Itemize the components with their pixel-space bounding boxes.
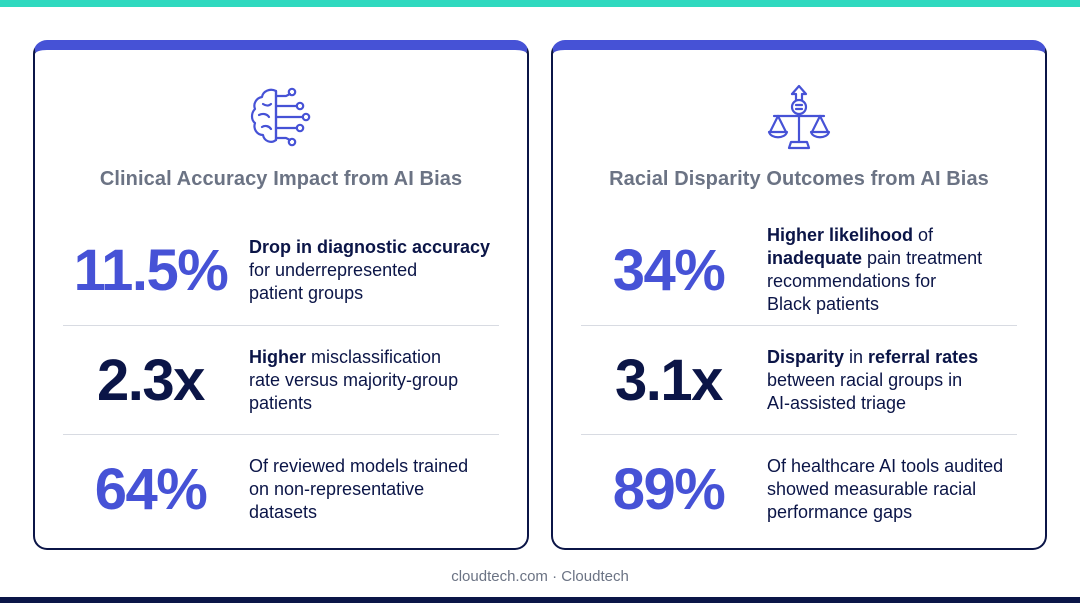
brain-circuit-icon [246,82,316,154]
stat-description: Higher misclassification rate versus majo… [249,326,499,434]
body-text: for underrepresented [249,259,418,280]
emphasis-text: Higher likelihood [767,225,914,245]
description-line: rate versus majority-group [249,369,499,392]
stat-description: Disparity in referral rates between racia… [767,326,1017,434]
stat-description: Higher likelihood of inadequate pain trea… [767,216,1017,324]
stat-description: Drop in diagnostic accuracy for underrepr… [249,216,499,324]
body-text: on non-representative [249,478,425,499]
body-text: patients [249,392,313,413]
stat-row: 89% Of healthcare AI tools audited showed… [581,434,1017,542]
emphasis-text: Higher [249,346,307,367]
emphasis-text: Drop in diagnostic accuracy [249,236,491,257]
clinical-accuracy-card: Clinical Accuracy Impact from AI Bias 11… [33,40,529,550]
stat-row: 3.1x Disparity in referral rates between … [581,325,1017,433]
body-text: Black patients [767,294,880,314]
description-line: AI-assisted triage [767,392,1017,415]
description-line: for underrepresented [249,259,499,282]
description-line: between racial groups in [767,369,1017,392]
stat-description: Of healthcare AI tools audited showed mea… [767,435,1017,543]
description-line: Higher misclassification [249,346,499,369]
stat-value: 34% [612,237,726,303]
body-text: between racial groups in [767,369,963,390]
description-line: Higher likelihood of [767,224,1017,247]
stat-value: 11.5% [73,237,229,303]
card-title: Clinical Accuracy Impact from AI Bias [99,168,463,190]
card-title: Racial Disparity Outcomes from AI Bias [609,168,989,190]
stat-row: 11.5% Drop in diagnostic accuracy for und… [63,216,499,324]
stat-value: 3.1x [615,347,723,413]
body-text: misclassification [306,346,442,367]
bottom-accent-stripe [0,597,1080,603]
stat-value: 89% [612,456,726,522]
stat-row: 34% Higher likelihood of inadequate pain … [581,216,1017,324]
stat-row: 64% Of reviewed models trained on non-rep… [63,434,499,542]
stat-row: 2.3x Higher misclassification rate versus… [63,325,499,433]
description-line: Of reviewed models trained [249,455,499,478]
description-line: on non-representative [249,478,499,501]
body-text: patient groups [249,282,364,303]
description-line: inadequate pain treatment [767,247,1017,270]
stat-description: Of reviewed models trained on non-represe… [249,435,499,543]
top-accent-stripe [0,0,1080,7]
body-text: AI-assisted triage [767,392,907,413]
emphasis-text: Disparity [767,346,845,367]
description-line: Disparity in referral rates [767,346,1017,369]
body-text: showed measurable racial [767,478,977,499]
description-line: performance gaps [767,501,1017,524]
emphasis-text: referral rates [868,346,979,367]
description-line: Drop in diagnostic accuracy [249,236,499,259]
body-text: Of reviewed models trained [249,455,469,476]
description-line: datasets [249,501,499,524]
body-text: datasets [249,501,318,522]
body-text: in [844,346,869,367]
description-line: patient groups [249,282,499,305]
emphasis-text: inadequate [767,248,863,268]
description-line: patients [249,392,499,415]
scales-of-justice-icon [764,82,834,154]
body-text: Of healthcare AI tools audited [767,455,1004,476]
body-text: of [913,225,934,245]
stat-value: 2.3x [97,347,205,413]
stat-value: 64% [94,456,208,522]
body-text: pain treatment [862,248,983,268]
description-line: Black patients [767,293,1017,316]
body-text: recommendations for [767,271,937,291]
description-line: showed measurable racial [767,478,1017,501]
body-text: performance gaps [767,501,913,522]
description-line: recommendations for [767,270,1017,293]
footer-credit: cloudtech.com · Cloudtech [451,568,629,585]
body-text: rate versus majority-group [249,369,459,390]
description-line: Of healthcare AI tools audited [767,455,1017,478]
racial-disparity-card: Racial Disparity Outcomes from AI Bias 3… [551,40,1047,550]
